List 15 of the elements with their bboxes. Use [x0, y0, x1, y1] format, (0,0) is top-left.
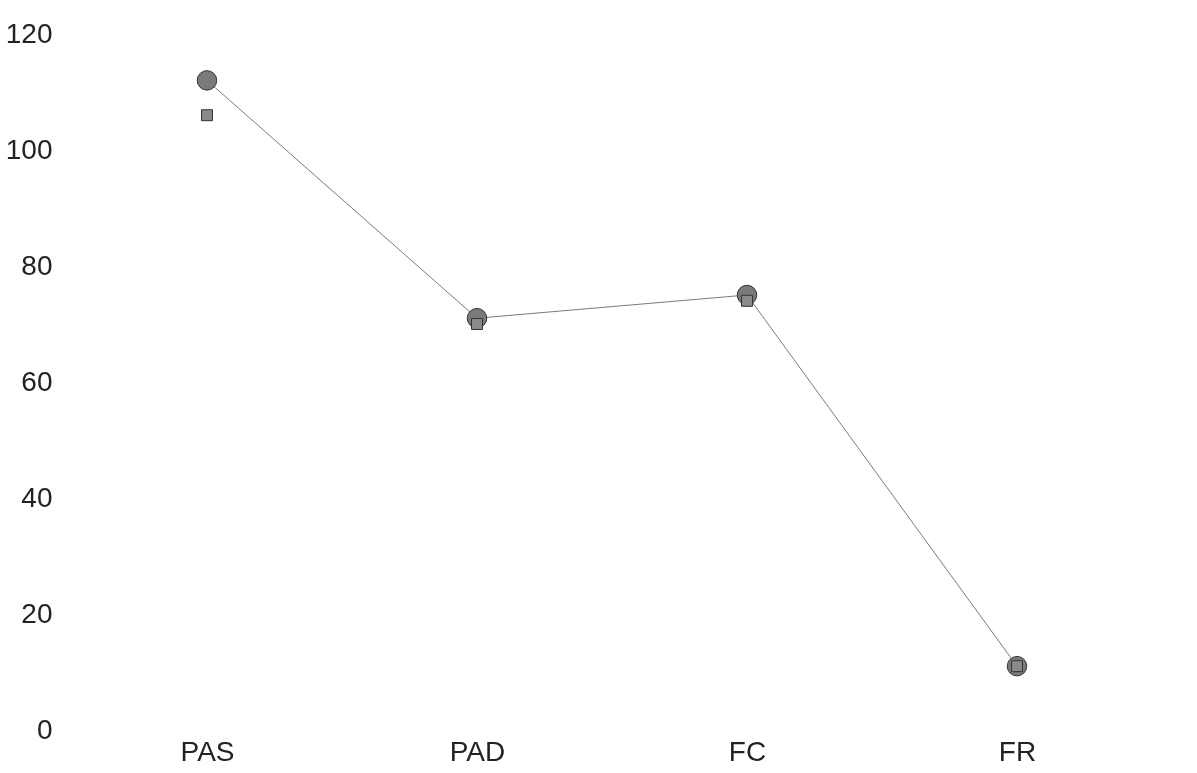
point: [741, 294, 753, 307]
y-tick-label: 20: [21, 597, 53, 629]
x-tick-label: FR: [998, 735, 1037, 767]
y-tick-label: 80: [21, 249, 53, 281]
point: [196, 70, 218, 91]
x-tick-label: PAS: [180, 735, 235, 767]
y-tick-label: 0: [36, 713, 53, 745]
x-tick-label: PAD: [449, 735, 506, 767]
x-tick-label: FC: [728, 735, 767, 767]
y-tick-label: 40: [21, 481, 53, 513]
y-tick-label: 100: [5, 133, 53, 165]
y-tick-label: 60: [21, 365, 53, 397]
point: [201, 109, 213, 122]
point: [471, 318, 483, 330]
y-tick-label: 120: [5, 17, 53, 49]
